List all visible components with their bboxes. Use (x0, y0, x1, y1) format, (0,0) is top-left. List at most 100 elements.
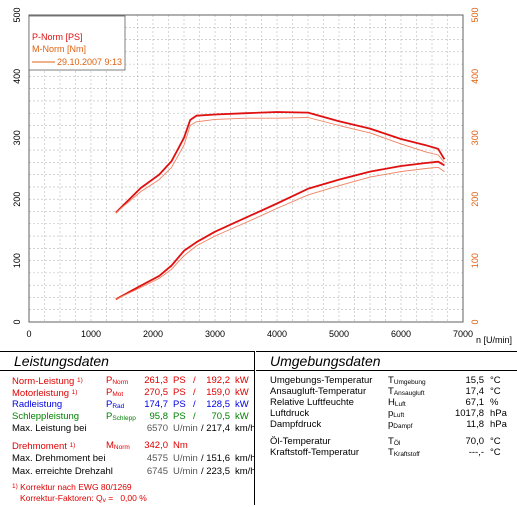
label: Max. Drehmoment bei (12, 453, 106, 464)
label: Motorleistung 1) (12, 388, 78, 399)
value-ps: 261,3 (144, 375, 168, 386)
unit-kw: kW (235, 387, 249, 398)
label: Norm-Leistung 1) (12, 376, 83, 387)
faktoren-text: Korrektur-Faktoren: Qv = 0,00 % (20, 493, 147, 504)
row-motorleistung: Motorleistung 1) PMot 270,5 PS / 159,0 k… (0, 387, 255, 399)
symbol: pDampf (388, 419, 413, 430)
unit-rpm: U/min (173, 453, 198, 464)
panel-title-umgebung: Umgebungsdaten (256, 351, 517, 371)
row-max-drehmoment-bei: Max. Drehmoment bei 4575 U/min / 151,6 k… (0, 453, 256, 465)
left-tick-label: 100 (12, 253, 22, 268)
x-tick-label: 3000 (205, 329, 225, 339)
value-kw: 128,5 (206, 399, 230, 410)
umgebung-row: Dampfdruck pDampf 11,8 hPa (256, 419, 517, 431)
left-axis: 0 100 200 300 400 500 (12, 7, 22, 324)
umgebung-row: Luftdruck pLuft 1017,8 hPa (256, 408, 517, 420)
unit: hPa (490, 419, 507, 430)
unit-ps: PS (173, 387, 186, 398)
unit-kw: kW (235, 399, 249, 410)
unit: °C (490, 386, 501, 397)
unit-speed: km/h (235, 466, 256, 477)
row-schleppleistung: Schleppleistung PSchlepp 95,8 PS / 70,5 … (0, 411, 255, 423)
value-kw: 192,2 (206, 375, 230, 386)
x-tick-label: 2000 (143, 329, 163, 339)
series-line-1 (115, 117, 445, 214)
label: Radleistung (12, 399, 63, 410)
unit: % (490, 397, 499, 408)
label: Kraftstoff-Temperatur (270, 447, 360, 458)
symbol: HLuft (388, 397, 406, 408)
symbol: pLuft (388, 408, 405, 419)
symbol: MNorm (106, 440, 130, 451)
footnote-text: 1) Korrektur nach EWG 80/1269 (12, 482, 132, 492)
left-tick-label: 500 (12, 7, 22, 22)
symbol: TÖl (388, 436, 401, 447)
value-ps: 95,8 (149, 411, 169, 422)
unit: hPa (490, 408, 507, 419)
value-rpm: 6745 (146, 466, 168, 477)
series-layer (115, 111, 446, 301)
unit-speed: km/h (235, 423, 256, 434)
value-speed: 151,6 (206, 453, 230, 464)
value-ps: 270,5 (144, 387, 168, 398)
chart-legend: P-Norm [PS] M-Norm [Nm] 29.10.2007 9:13 (28, 15, 126, 71)
umgebungsdaten-panel: Umgebungsdaten Umgebungs-Temperatur TUmge… (256, 351, 517, 505)
series-line-3 (115, 166, 445, 300)
unit: °C (490, 447, 501, 458)
right-tick-label: 200 (470, 192, 480, 207)
separator: / (201, 453, 204, 464)
value-nm: 342,0 (144, 440, 168, 451)
legend-item-m-norm: M-Norm [Nm] (32, 44, 86, 54)
value: ---,- (468, 447, 484, 458)
plot-frame (28, 14, 464, 323)
x-tick-label: 4000 (267, 329, 287, 339)
footnote-faktoren: Korrektur-Faktoren: Qv = 0,00 % (0, 492, 255, 504)
right-axis: 0 100 200 300 400 500 (470, 7, 480, 324)
row-max-leistung-bei: Max. Leistung bei 6570 U/min / 217,4 km/… (0, 423, 256, 435)
value-ps: 174,7 (144, 399, 168, 410)
power-torque-chart: 0 100 200 300 400 500 0 100 200 300 400 500 0 1000 2… (12, 7, 513, 345)
value-rpm: 4575 (146, 453, 168, 464)
label: Drehmoment 1) (12, 441, 76, 452)
unit-kw: kW (235, 375, 249, 386)
x-axis: 0 1000 2000 3000 4000 5000 6000 7000 (26, 329, 473, 339)
unit-ps: PS (173, 411, 186, 422)
legend-item-p-norm: P-Norm [PS] (32, 32, 83, 42)
unit-speed: km/h (235, 453, 256, 464)
series-line-2 (115, 160, 445, 301)
row-drehmoment: Drehmoment 1) MNorm 342,0 Nm (0, 440, 255, 452)
unit-ps: PS (173, 399, 186, 410)
value-kw: 159,0 (206, 387, 230, 398)
unit-rpm: U/min (173, 423, 198, 434)
row-max-erreichte-drehzahl: Max. erreichte Drehzahl 6745 U/min / 223… (0, 466, 256, 478)
label: Max. Leistung bei (12, 423, 87, 434)
x-tick-label: 5000 (329, 329, 349, 339)
value-speed: 223,5 (206, 466, 230, 477)
symbol: TKraftstoff (388, 447, 420, 458)
x-tick-label: 7000 (453, 329, 473, 339)
separator: / (193, 411, 196, 422)
value: 11,8 (466, 419, 484, 430)
label: Schleppleistung (12, 411, 80, 422)
right-tick-label: 500 (470, 7, 480, 22)
value-speed: 217,4 (206, 423, 230, 434)
label: Max. erreichte Drehzahl (12, 466, 113, 477)
row-radleistung: Radleistung PRad 174,7 PS / 128,5 kW (0, 399, 255, 411)
value-rpm: 6570 (146, 423, 168, 434)
row-norm-leistung: Norm-Leistung 1) PNorm 261,3 PS / 192,2 … (0, 375, 255, 387)
label: Dampfdruck (270, 419, 322, 430)
unit: °C (490, 436, 501, 447)
right-tick-label: 0 (470, 319, 480, 324)
value: 15,5 (465, 375, 485, 386)
unit: °C (490, 375, 501, 386)
umgebung-row: Relative Luftfeuchte HLuft 67,1% (256, 397, 517, 409)
legend-item-date: 29.10.2007 9:13 (57, 57, 122, 67)
left-tick-label: 300 (12, 130, 22, 145)
symbol: PNorm (106, 375, 129, 386)
label: Relative Luftfeuchte (270, 397, 354, 408)
umgebung-row: Umgebungs-Temperatur TUmgebung 15,5 °C (256, 375, 517, 387)
footnote-korrektur: 1) Korrektur nach EWG 80/1269 (0, 481, 255, 493)
symbol: PRad (106, 399, 125, 410)
right-tick-label: 300 (470, 130, 480, 145)
label: Ansaugluft-Temperatur (270, 386, 367, 397)
